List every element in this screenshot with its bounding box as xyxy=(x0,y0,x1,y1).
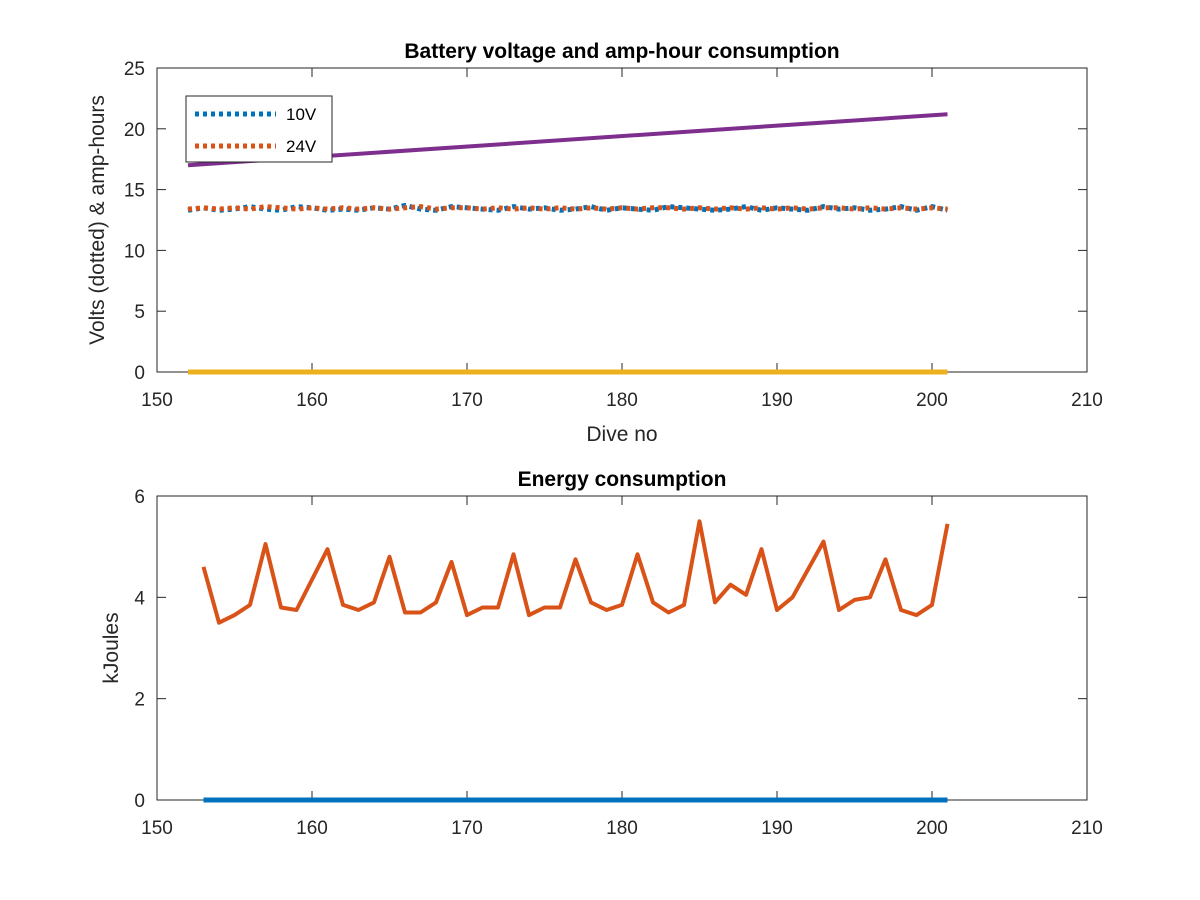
legend: 10V 24V xyxy=(185,95,333,163)
legend-label: 24V xyxy=(286,137,317,156)
x-tick-label: 170 xyxy=(451,390,483,411)
x-tick-label: 150 xyxy=(141,390,173,411)
series-24v-line xyxy=(187,204,948,212)
legend-label: 10V xyxy=(286,105,317,124)
x-tick-label: 210 xyxy=(1071,818,1103,839)
series-1-line xyxy=(201,519,950,625)
y-tick-label: 0 xyxy=(134,791,145,812)
y-axis-label: Volts (dotted) & amp-hours xyxy=(86,95,109,345)
y-axis-label: kJoules xyxy=(100,612,123,683)
chart-1: 150 160 170 180 190 200 210 0 5 10 15 20 25 Battery v… xyxy=(86,40,1103,446)
x-tick-label: 160 xyxy=(296,818,328,839)
plot-area xyxy=(156,495,1088,801)
x-tick-label: 150 xyxy=(141,818,173,839)
legend-box xyxy=(185,95,333,163)
y-tick-label: 20 xyxy=(124,120,145,141)
x-tick-label: 200 xyxy=(916,818,948,839)
y-tick-label: 10 xyxy=(124,241,145,262)
x-tick-label: 190 xyxy=(761,390,793,411)
chart-title: Energy consumption xyxy=(518,468,727,491)
x-tick-label: 210 xyxy=(1071,390,1103,411)
chart-title: Battery voltage and amp-hour consumption xyxy=(404,40,839,63)
x-axis-label: Dive no xyxy=(586,423,657,446)
y-tick-label: 2 xyxy=(134,690,145,711)
x-tick-label: 170 xyxy=(451,818,483,839)
x-tick-label: 180 xyxy=(606,818,638,839)
y-tick-label: 6 xyxy=(134,487,145,508)
x-tick-label: 190 xyxy=(761,818,793,839)
y-tick-label: 5 xyxy=(134,302,145,323)
x-tick-label: 160 xyxy=(296,390,328,411)
x-tick-label: 200 xyxy=(916,390,948,411)
y-tick-label: 15 xyxy=(124,181,145,202)
y-tick-label: 0 xyxy=(134,363,145,384)
y-tick-label: 4 xyxy=(134,588,145,609)
chart-2: 150 160 170 180 190 200 210 0 2 4 6 Energy consumpt… xyxy=(100,468,1103,839)
y-tick-label: 25 xyxy=(124,59,145,80)
x-tick-label: 180 xyxy=(606,390,638,411)
